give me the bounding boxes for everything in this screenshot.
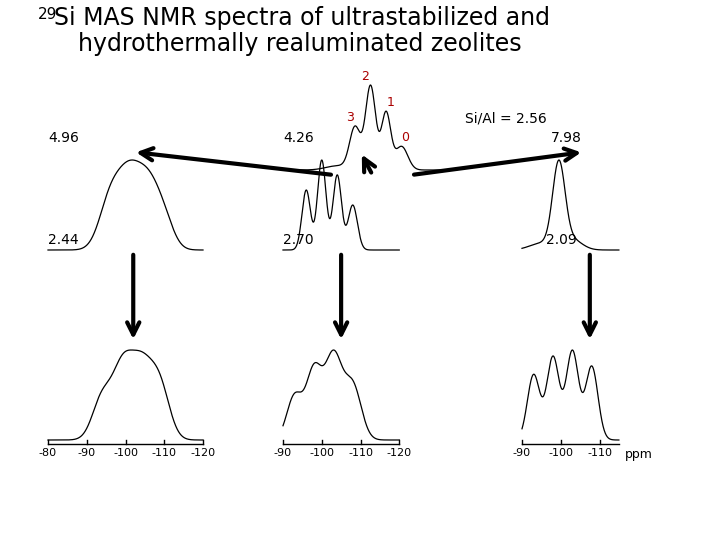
Text: Si/Al = 2.56: Si/Al = 2.56 <box>465 112 546 126</box>
Text: -110: -110 <box>152 448 176 458</box>
Text: hydrothermally realuminated zeolites: hydrothermally realuminated zeolites <box>78 32 521 56</box>
Text: -110: -110 <box>348 448 373 458</box>
Text: -120: -120 <box>190 448 215 458</box>
Text: 4.96: 4.96 <box>48 131 79 145</box>
Text: -100: -100 <box>548 448 573 458</box>
Text: ppm: ppm <box>625 448 653 461</box>
Text: -100: -100 <box>310 448 334 458</box>
Text: -90: -90 <box>513 448 531 458</box>
Text: Si MAS NMR spectra of ultrastabilized and: Si MAS NMR spectra of ultrastabilized an… <box>54 6 550 30</box>
Text: 7.98: 7.98 <box>551 131 582 145</box>
Text: 29: 29 <box>38 7 58 22</box>
Text: 2.09: 2.09 <box>546 233 577 247</box>
Text: 2: 2 <box>361 70 369 83</box>
Text: 3: 3 <box>346 111 354 124</box>
Text: 2.70: 2.70 <box>283 233 314 247</box>
Text: 0: 0 <box>402 131 410 144</box>
Text: -80: -80 <box>39 448 57 458</box>
Text: 4.26: 4.26 <box>283 131 314 145</box>
Text: 1: 1 <box>387 96 395 109</box>
Text: -110: -110 <box>587 448 612 458</box>
Text: -90: -90 <box>78 448 96 458</box>
Text: -90: -90 <box>274 448 292 458</box>
Text: -100: -100 <box>113 448 138 458</box>
Text: -120: -120 <box>387 448 412 458</box>
Text: 2.44: 2.44 <box>48 233 78 247</box>
